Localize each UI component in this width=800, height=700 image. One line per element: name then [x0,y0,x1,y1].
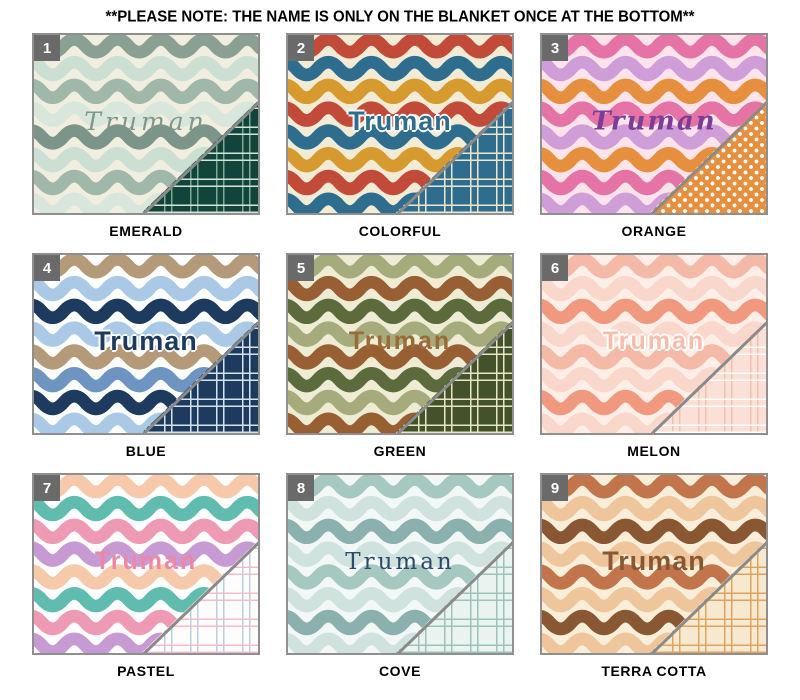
swatch-image[interactable]: Truman 5 [286,253,514,435]
swatch-number-badge: 5 [288,255,314,281]
wave-pattern [34,35,258,213]
swatch-image[interactable]: Truman 4 [32,253,260,435]
swatch-label: ORANGE [621,223,687,239]
swatch-number-badge: 8 [288,475,314,501]
swatch-card: Truman 1 EMERALD [32,33,260,239]
swatch-label: COVE [378,663,422,679]
swatch-image[interactable]: Truman 9 [540,473,768,655]
swatch-card: Truman 5 GREEN [286,253,514,459]
swatch-label: EMERALD [109,223,183,239]
swatch-number-badge: 9 [542,475,568,501]
swatch-image[interactable]: Truman 2 [286,33,514,215]
swatch-label: PASTEL [117,663,175,679]
header-note: **PLEASE NOTE: THE NAME IS ONLY ON THE B… [105,7,695,26]
swatch-card: Truman 7 PASTEL [32,473,260,679]
swatch-card: Truman 6 MELON [540,253,768,459]
swatch-number-badge: 6 [542,255,568,281]
swatch-label: MELON [627,443,681,459]
swatch-card: Truman 8 COVE [286,473,514,679]
swatch-image[interactable]: Truman 1 [32,33,260,215]
swatch-label: TERRA COTTA [601,663,707,679]
swatch-image[interactable]: Truman 3 [540,33,768,215]
swatch-card: Truman 3 ORANGE [540,33,768,239]
swatch-image[interactable]: Truman 6 [540,253,768,435]
swatch-card: Truman 4 BLUE [32,253,260,459]
blanket-options-page: **PLEASE NOTE: THE NAME IS ONLY ON THE B… [0,7,800,679]
swatch-number-badge: 1 [34,35,60,61]
swatch-card: Truman 9 TERRA COTTA [540,473,768,679]
swatch-number-badge: 2 [288,35,314,61]
swatch-number-badge: 4 [34,255,60,281]
swatch-label: BLUE [125,443,167,459]
swatch-label: COLORFUL [358,223,442,239]
swatch-number-badge: 7 [34,475,60,501]
swatch-image[interactable]: Truman 8 [286,473,514,655]
swatch-card: Truman 2 COLORFUL [286,33,514,239]
swatch-number-badge: 3 [542,35,568,61]
swatch-grid: Truman 1 EMERALD Truman 2 COLORFUL Truma… [0,33,800,679]
swatch-image[interactable]: Truman 7 [32,473,260,655]
swatch-label: GREEN [373,443,427,459]
